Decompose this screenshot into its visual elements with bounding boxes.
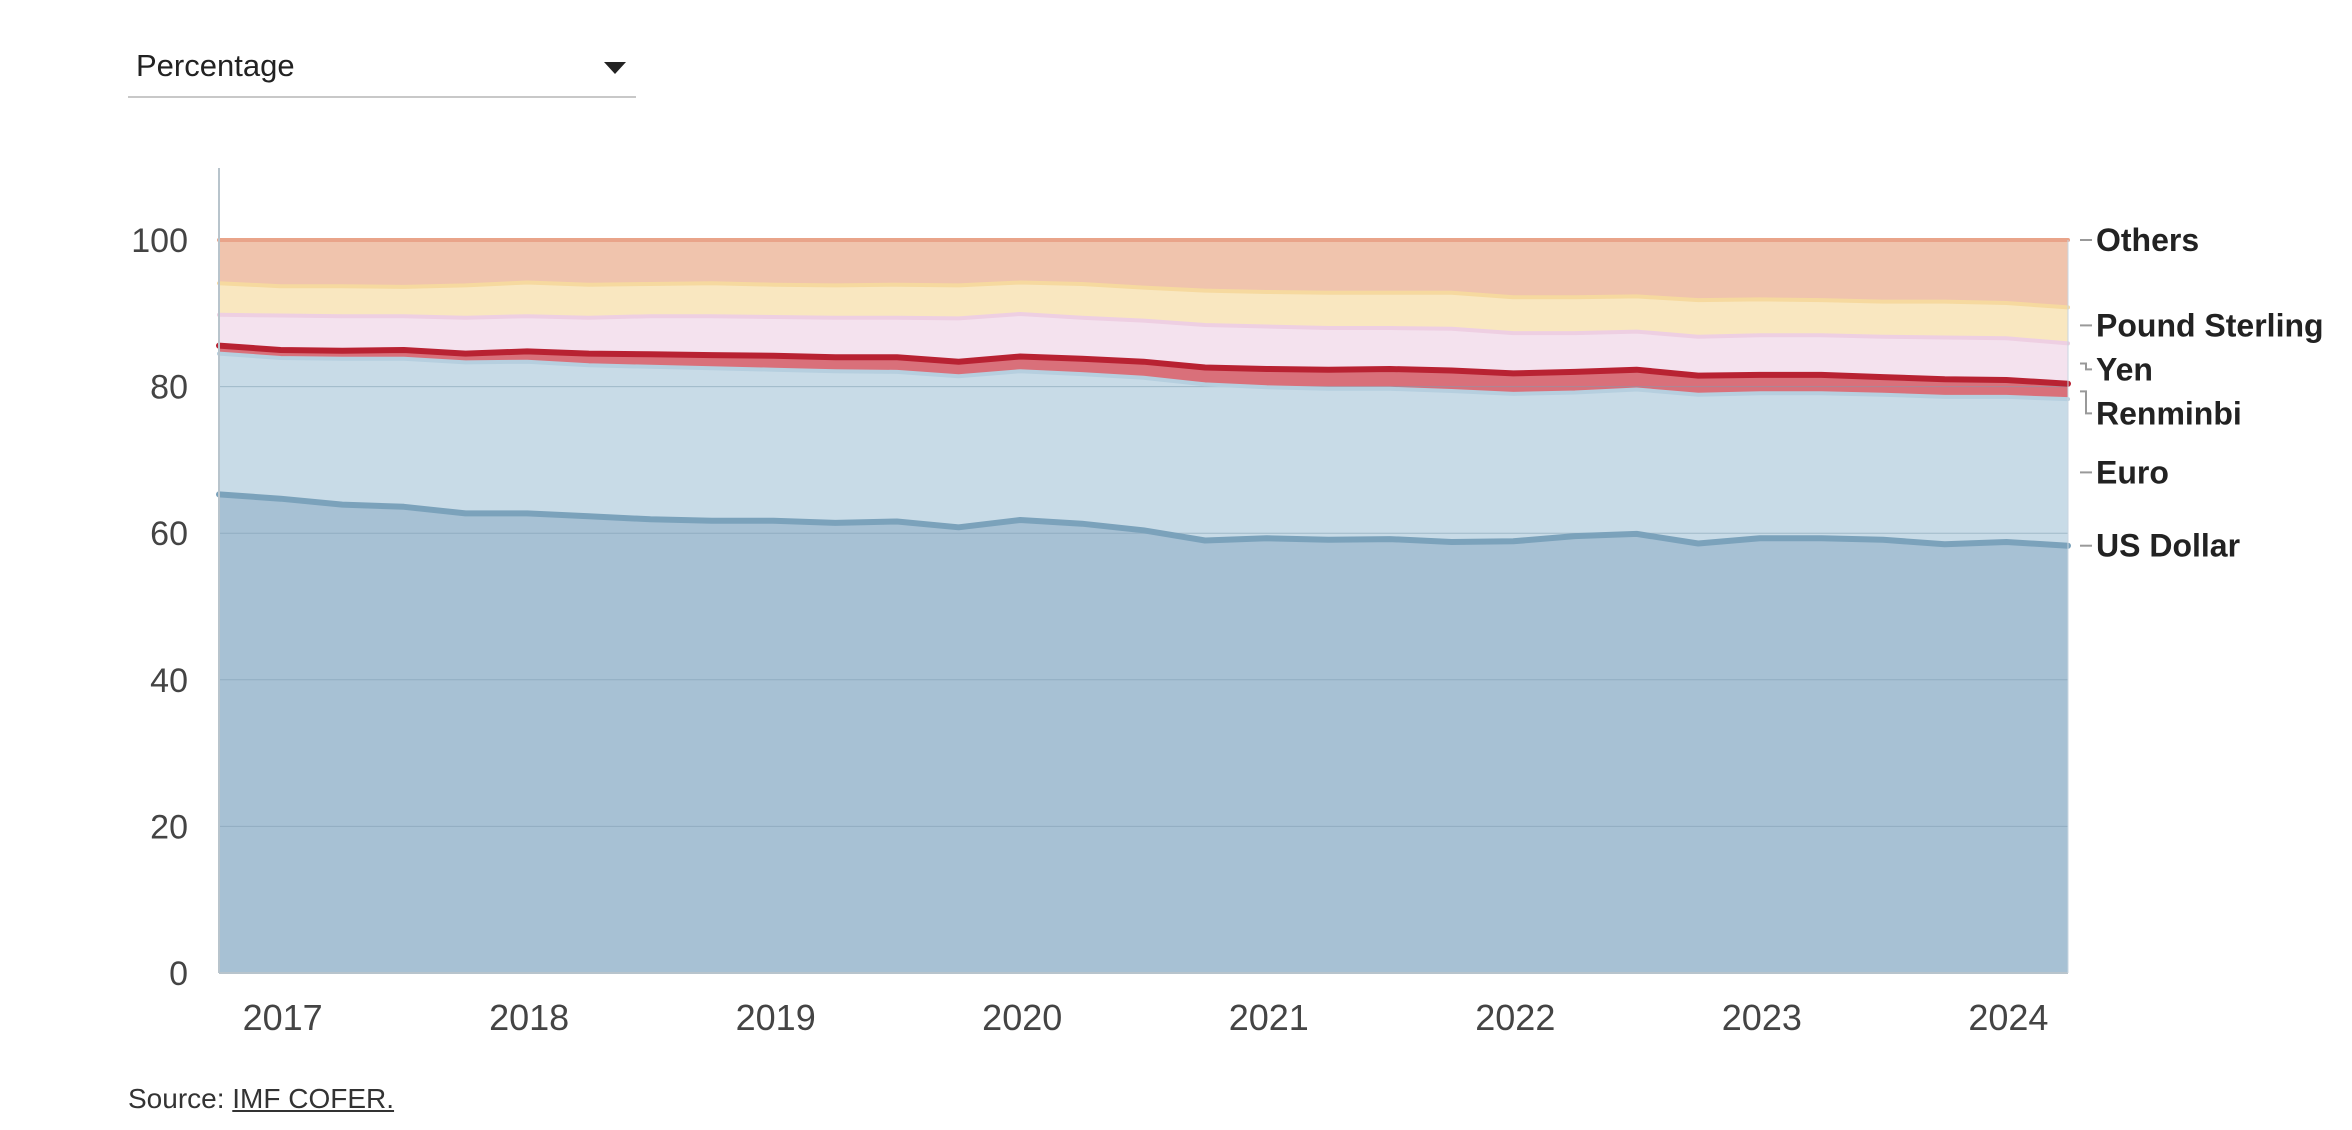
series-label-pound-sterling: Pound Sterling [2096,307,2324,343]
series-label-euro: Euro [2096,454,2169,490]
series-label-others: Others [2096,222,2199,258]
line-renminbi [216,342,2071,387]
stacked-area-chart: 0 20 40 60 80 100 2017 2018 2019 2020 2021 2022 2023… [131,168,2324,1038]
line-yen [217,312,2070,346]
area-others [219,240,2068,308]
line-pound-sterling [217,280,2070,310]
source-prefix: Source: [128,1083,233,1114]
y-tick-label: 20 [150,808,188,846]
series-label-us-dollar: US Dollar [2096,528,2240,564]
x-tick-label: 2024 [1968,997,2048,1038]
line-euro [217,351,2070,402]
x-tick-label: 2017 [243,997,323,1038]
chevron-down-icon [604,62,626,74]
metric-dropdown-label: Percentage [136,48,295,83]
area-yen [219,314,2068,384]
source-note: Source: IMF COFER. [128,1083,394,1115]
area-renminbi [219,345,2068,400]
line-us-dollar [216,491,2071,549]
area-euro [219,353,2068,546]
series-lines [216,238,2071,549]
y-tick-label: 40 [150,662,188,700]
metric-dropdown[interactable]: Percentage [128,40,636,98]
x-tick-label: 2023 [1722,997,1802,1038]
series-labels: Others Pound Sterling Yen Renminbi Euro US Do… [2080,222,2324,564]
y-tick-label: 60 [150,515,188,553]
axes: 0 20 40 60 80 100 2017 2018 2019 2020 2021 2022 2023… [131,168,2069,1038]
leader-yen [2080,362,2092,371]
x-tick-label: 2020 [982,997,1062,1038]
x-tick-label: 2021 [1229,997,1309,1038]
source-link[interactable]: IMF COFER. [232,1083,395,1114]
series-label-yen: Yen [2096,351,2153,387]
area-us-dollar [219,494,2068,973]
x-tick-label: 2019 [736,997,816,1038]
y-tick-label: 100 [131,222,188,260]
leader-renminbi [2080,390,2092,415]
x-tick-label: 2022 [1475,997,1555,1038]
x-tick-label: 2018 [489,997,569,1038]
series-label-renminbi: Renminbi [2096,395,2242,431]
y-tick-label: 80 [150,369,188,407]
y-tick-label: 0 [169,955,188,993]
